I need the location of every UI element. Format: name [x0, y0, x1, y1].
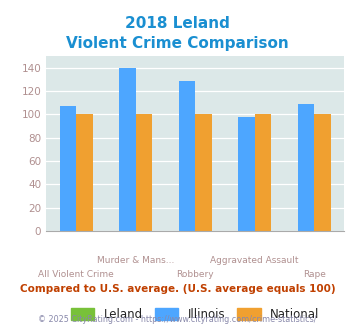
Text: © 2025 CityRating.com - https://www.cityrating.com/crime-statistics/: © 2025 CityRating.com - https://www.city… [38, 315, 317, 324]
Bar [136, 115, 152, 231]
Bar [179, 81, 195, 231]
Bar [238, 117, 255, 231]
Text: Robbery: Robbery [176, 270, 214, 279]
Text: Murder & Mans...: Murder & Mans... [97, 256, 175, 265]
Text: All Violent Crime: All Violent Crime [38, 270, 114, 279]
Text: Compared to U.S. average. (U.S. average equals 100): Compared to U.S. average. (U.S. average … [20, 284, 335, 294]
Text: Aggravated Assault: Aggravated Assault [211, 256, 299, 265]
Text: Rape: Rape [303, 270, 326, 279]
Bar [195, 115, 212, 231]
Bar [297, 104, 314, 231]
Legend: Leland, Illinois, National: Leland, Illinois, National [66, 303, 324, 326]
Text: Violent Crime Comparison: Violent Crime Comparison [66, 36, 289, 51]
Bar [60, 106, 76, 231]
Text: 2018 Leland: 2018 Leland [125, 16, 230, 31]
Bar [255, 115, 271, 231]
Bar [314, 115, 331, 231]
Bar [119, 68, 136, 231]
Bar [76, 115, 93, 231]
